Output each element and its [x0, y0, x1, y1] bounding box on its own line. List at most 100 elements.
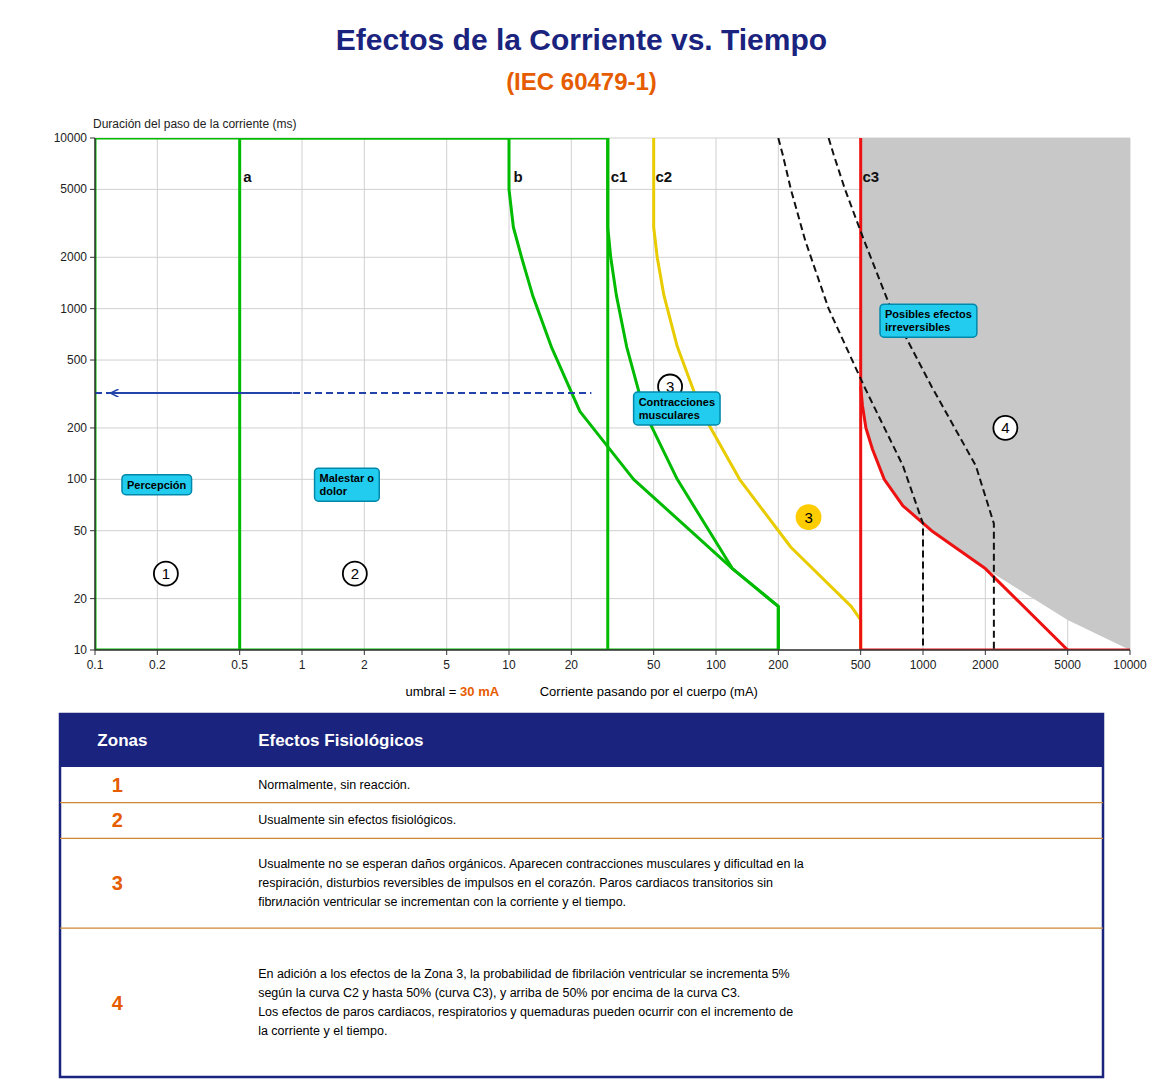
y-axis-label: Duración del paso de la corriente (ms) [93, 117, 296, 131]
x-tick-label: 200 [768, 658, 788, 672]
curve-label: c3 [862, 168, 879, 185]
x-tick-label: 0.1 [87, 658, 104, 672]
zone-label: 2 [351, 565, 359, 582]
y-tick-label: 20 [74, 592, 88, 606]
y-tick [90, 650, 95, 651]
y-tick-label: 1000 [60, 302, 87, 316]
curve-label: b [513, 168, 522, 185]
line [608, 138, 779, 650]
x-tick-label: 0.2 [149, 658, 166, 672]
x-tick [509, 650, 510, 655]
text-line: Normalmente, sin reacción. [258, 778, 410, 792]
table-divider [60, 928, 1103, 929]
text-line: dolor [320, 485, 348, 497]
table-zone: 4 [112, 992, 124, 1014]
text-line: Percepción [127, 479, 187, 491]
annotation-rect [315, 468, 380, 501]
threshold-text: umbral = [406, 684, 461, 699]
x-tick-label: 1000 [910, 658, 937, 672]
x-tick [716, 650, 717, 655]
line [861, 138, 1068, 650]
y-tick-label: 5000 [60, 182, 87, 196]
curve-label: a [243, 168, 252, 185]
grid [95, 138, 1130, 650]
y-axis-line [94, 138, 96, 650]
title: Efectos de la Corriente vs. Tiempo [336, 23, 827, 56]
text-line: Usualmente sin efectos fisiológicos. [258, 813, 456, 827]
x-tick [1067, 650, 1068, 655]
grid-line [302, 138, 303, 650]
table-border [60, 714, 1103, 1077]
table-divider [60, 802, 1103, 803]
y-tick [90, 138, 95, 139]
x-tick [364, 650, 365, 655]
zone-circle [154, 562, 178, 586]
table-zone: 3 [112, 872, 123, 894]
text-line: la corriente y el tiempo. [258, 1024, 387, 1038]
x-tick [446, 650, 447, 655]
zone-marker: 1 [154, 562, 178, 586]
line [95, 392, 591, 394]
y-tick-label: 200 [67, 421, 87, 435]
y-tick-label: 10000 [54, 131, 88, 145]
x-axis-line [95, 649, 1130, 651]
text-line: Posibles efectos [885, 308, 972, 320]
table-header-bg [60, 714, 1103, 767]
x-tick [653, 650, 654, 655]
chart: Efectos de la Corriente vs. Tiempo (IEC 6… [0, 0, 1163, 1091]
curve-label: c1 [611, 168, 628, 185]
y-tick [90, 530, 95, 531]
y-tick [90, 257, 95, 258]
table-zone: 1 [112, 774, 123, 796]
annotation-rect [122, 475, 192, 495]
zone-marker: 3 [797, 505, 821, 529]
annotation-text: Posibles efectosirreversibles [885, 308, 972, 333]
line [778, 138, 923, 650]
x-tick [571, 650, 572, 655]
x-tick-label: 5000 [1054, 658, 1081, 672]
line [859, 386, 862, 650]
table-header-text: Efectos Fisiológicos [258, 731, 423, 750]
text-line: Los efectos de paros cardiacos, respirat… [258, 1005, 793, 1019]
zone-label: 4 [1001, 419, 1009, 436]
curve-label: c2 [655, 168, 672, 185]
x-tick [778, 650, 779, 655]
x-tick [860, 650, 861, 655]
annotation-text: Contraccionesmusculares [639, 396, 715, 421]
annotation-text: Malestar odolor [320, 472, 375, 497]
y-tick [90, 308, 95, 309]
annotations: abc1c2c312334PercepciónMalestar odolorCo… [122, 168, 1017, 585]
table-effect: En adición a los efectos de la Zona 3, l… [258, 967, 793, 1038]
text-line: En adición a los efectos de la Zona 3, l… [258, 967, 790, 981]
text-line: Malestar o [320, 472, 375, 484]
text-line: respiración, disturbios reversibles de i… [258, 876, 773, 890]
y-tick [90, 427, 95, 428]
subtitle: (IEC 60479-1) [506, 68, 657, 95]
line [606, 138, 609, 650]
line [509, 138, 608, 140]
text-line: Contracciones [639, 396, 715, 408]
x-tick [302, 650, 303, 655]
x-tick-label: 500 [851, 658, 871, 672]
zone-circle [993, 416, 1017, 440]
x-tick-label: 2 [361, 658, 368, 672]
x-tick [95, 650, 96, 655]
text-line: musculares [639, 409, 700, 421]
x-tick-label: 1 [299, 658, 306, 672]
zone-circle [797, 505, 821, 529]
table-divider [60, 838, 1103, 839]
table-effect: Usualmente sin efectos fisiológicos. [258, 813, 456, 827]
grid-line [95, 598, 1130, 599]
y-tick-label: 100 [67, 472, 87, 486]
x-tick-label: 10 [502, 658, 516, 672]
table: ZonasEfectos Fisiológicos1Normalmente, s… [60, 714, 1103, 1077]
line [829, 138, 994, 650]
zone-marker: 2 [343, 562, 367, 586]
x-tick-label: 100 [706, 658, 726, 672]
annotation-rect [634, 392, 720, 425]
x-tick-label: 50 [647, 658, 661, 672]
x-tick [985, 650, 986, 655]
x-tick [157, 650, 158, 655]
text-line: Usualmente no se esperan daños orgánicos… [258, 857, 804, 871]
x-tick-label: 10000 [1113, 658, 1147, 672]
